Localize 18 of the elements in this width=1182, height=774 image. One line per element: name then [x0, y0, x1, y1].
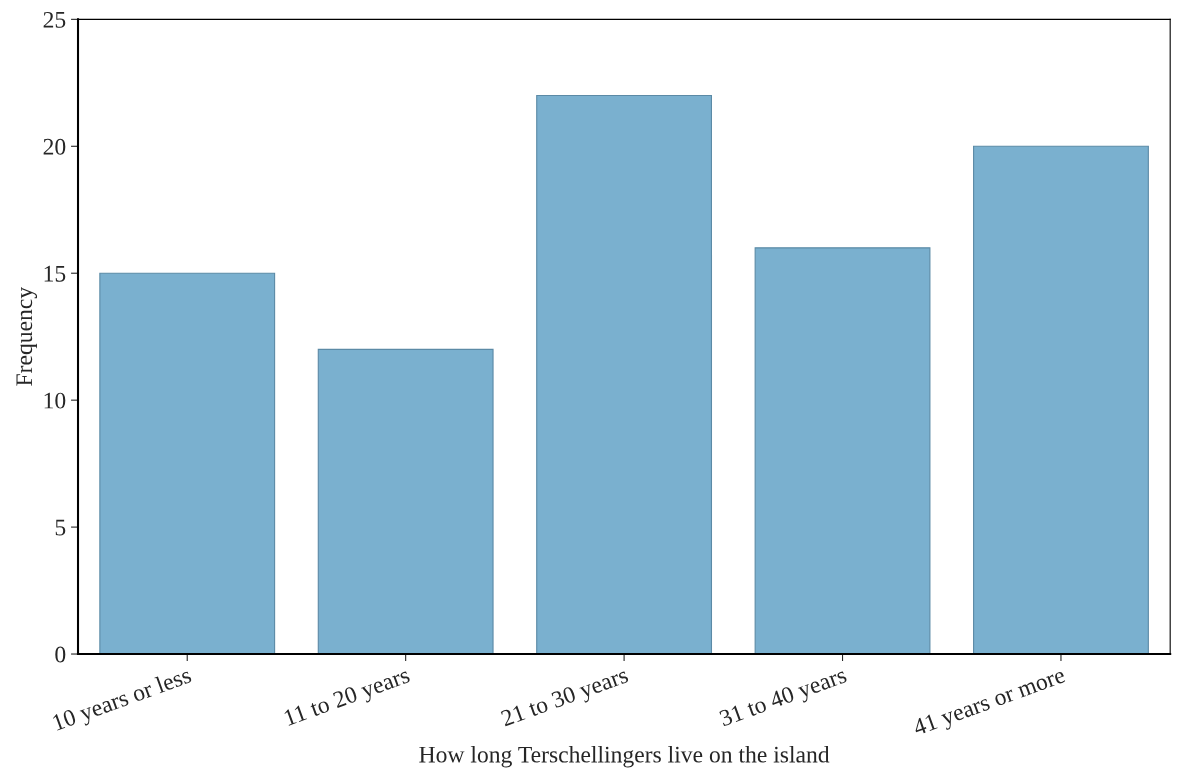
bar [99, 272, 276, 655]
x-tick-label: 21 to 30 years [500, 666, 631, 732]
x-tick-label: 31 to 40 years [718, 666, 850, 732]
bar [536, 94, 713, 655]
x-axis-title: How long Terschellingers live on the island [419, 746, 830, 768]
y-tick-label: 20 [43, 138, 66, 155]
y-tick-label: 25 [43, 11, 66, 28]
x-tick-label: 11 to 20 years [283, 666, 413, 731]
bar [317, 348, 494, 655]
bar [973, 145, 1149, 655]
y-tick-label: 10 [44, 392, 66, 409]
y-tick-label: 15 [44, 265, 66, 282]
y-tick-label: 0 [55, 646, 66, 663]
y-tick-label: 5 [55, 519, 66, 536]
x-tick-label: 41 years or more [911, 666, 1068, 741]
x-tick-label: 10 years or less [51, 666, 194, 736]
y-axis-title: Frequency [16, 286, 38, 386]
bar [754, 247, 931, 655]
